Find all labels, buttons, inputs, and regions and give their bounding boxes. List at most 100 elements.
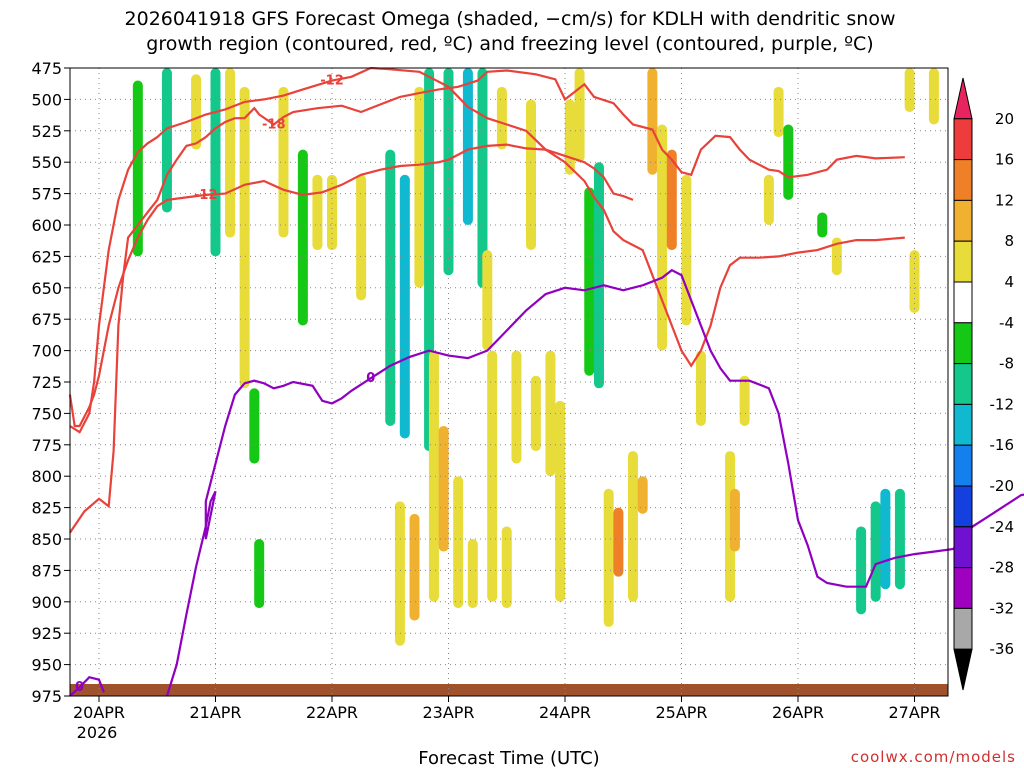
y-tick-label: 575 [31, 185, 62, 204]
colorbar-label: 20 [995, 110, 1014, 128]
omega-cell [584, 187, 595, 376]
colorbar-swatch [953, 322, 973, 365]
y-tick-label: 975 [31, 687, 62, 706]
colorbar-swatch [953, 199, 973, 242]
ground-surface [70, 684, 948, 696]
omega-cell [297, 149, 308, 326]
contour-line [69, 675, 105, 697]
omega-cell [477, 68, 488, 288]
colorbar-swatch [953, 281, 973, 324]
omega-cell [647, 68, 658, 175]
omega-cell [496, 86, 507, 150]
omega-cell [438, 425, 449, 552]
colorbar-swatch [953, 403, 973, 446]
y-tick-label: 800 [31, 467, 62, 486]
contour-label: 0 [75, 680, 84, 695]
colorbar-label: -28 [990, 559, 1015, 577]
omega-cell [526, 99, 537, 251]
colorbar-label: -24 [990, 518, 1015, 536]
omega-cell [356, 174, 367, 301]
omega-cell [856, 526, 867, 615]
contour-line [165, 268, 1024, 697]
contour-label: -18 [262, 118, 286, 133]
omega-cell [161, 68, 172, 213]
omega-cell [817, 212, 828, 238]
omega-cell [831, 237, 842, 276]
x-axis-title: Forecast Time (UTC) [418, 748, 599, 768]
colorbar-label: -4 [999, 314, 1014, 332]
colorbar-tip-top [953, 77, 973, 120]
y-tick-label: 775 [31, 436, 62, 455]
omega-cell [249, 388, 260, 464]
omega-cell [627, 451, 638, 602]
x-tick-label: 26APR [772, 703, 824, 722]
omega-cell [467, 539, 478, 609]
y-tick-label: 850 [31, 530, 62, 549]
y-tick-label: 500 [31, 90, 62, 109]
y-tick-label: 600 [31, 216, 62, 235]
colorbar-swatch [953, 159, 973, 201]
y-tick-label: 875 [31, 561, 62, 580]
omega-cell [132, 80, 143, 257]
y-tick-label: 700 [31, 342, 62, 361]
colorbar-label: 12 [995, 191, 1014, 209]
colorbar-swatch [953, 485, 973, 528]
omega-shading [132, 68, 939, 646]
omega-cell [909, 250, 920, 313]
x-tick-label: 25APR [655, 703, 707, 722]
x-axis: 20APR 21APR 22APR 23APR 24APR 25APR 26APR 27APR [73, 696, 941, 722]
y-tick-label: 675 [31, 310, 62, 329]
omega-cell [870, 501, 881, 602]
contour-line [68, 143, 634, 428]
omega-cell [783, 124, 794, 200]
omega-cell [409, 513, 420, 621]
y-tick-label: 950 [31, 656, 62, 675]
omega-cell [593, 162, 604, 389]
y-tick-label: 625 [31, 247, 62, 266]
omega-cell [254, 539, 265, 609]
colorbar-swatch [953, 526, 973, 569]
colorbar-label: -20 [990, 477, 1015, 495]
omega-cell [312, 174, 323, 251]
omega-cell [603, 488, 614, 627]
omega-cell [511, 350, 522, 464]
omega-cell [729, 488, 740, 552]
colorbar-label: -8 [999, 355, 1014, 373]
colorbar-label: 16 [995, 151, 1014, 169]
omega-cell [239, 86, 250, 389]
omega-cell [453, 476, 464, 609]
credit-text: coolwx.com/models [851, 748, 1016, 766]
x-tick-label: 20APR [73, 703, 125, 722]
colorbar-swatch [953, 607, 973, 650]
colorbar-swatch [953, 240, 973, 283]
omega-cell [501, 526, 512, 609]
colorbar-label: -36 [990, 640, 1015, 658]
omega-cell [428, 350, 439, 602]
omega-cell [482, 250, 493, 351]
omega-cell [695, 350, 706, 426]
omega-cell [394, 501, 405, 646]
omega-cell [773, 86, 784, 138]
y-tick-label: 725 [31, 373, 62, 392]
x-tick-label: 22APR [306, 703, 358, 722]
x-tick-label: 23APR [422, 703, 474, 722]
omega-cell [613, 507, 624, 577]
colorbar: 20 16 12 8 4 -4 -8 -12 -16 -20 -24 -28 -32 -36 [953, 77, 1015, 691]
x-tick-label: 24APR [539, 703, 591, 722]
y-tick-label: 550 [31, 153, 62, 172]
x-tick-label: 27APR [888, 703, 940, 722]
omega-cell [657, 124, 668, 351]
omega-cell [574, 68, 585, 163]
y-tick-label: 475 [31, 59, 62, 78]
omega-cell [443, 68, 454, 276]
colorbar-label: 4 [1004, 273, 1014, 291]
omega-cell [225, 68, 236, 238]
y-tick-label: 650 [31, 279, 62, 298]
contour-label: -12 [320, 74, 344, 89]
omega-cell [666, 149, 677, 251]
y-tick-label: 750 [31, 404, 62, 423]
contours: -18 -12 -12 0 0 [68, 66, 1024, 697]
y-axis: 475 500 525 550 575 600 625 650 675 700 725 750 775 8… [31, 59, 70, 706]
contour-line [69, 66, 905, 434]
